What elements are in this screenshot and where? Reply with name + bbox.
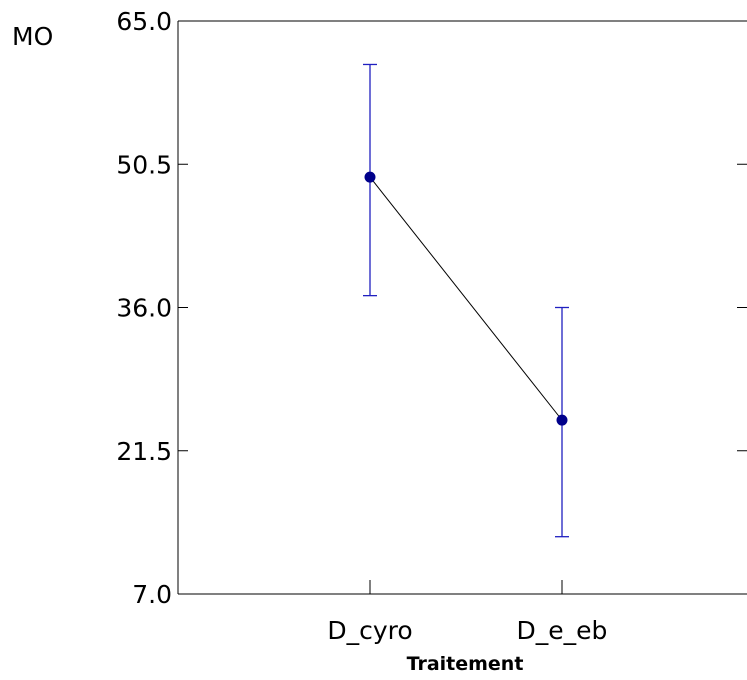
data-point bbox=[556, 414, 568, 426]
x-tick-label: D_cyro bbox=[327, 616, 412, 645]
x-axis-label: Traitement bbox=[407, 653, 524, 675]
y-tick-label: 65.0 bbox=[116, 7, 172, 36]
y-tick-label: 21.5 bbox=[116, 437, 172, 466]
data-point bbox=[364, 171, 376, 183]
x-tick-label: D_e_eb bbox=[517, 616, 608, 645]
y-axis-label: MO bbox=[12, 22, 53, 51]
y-tick-label: 7.0 bbox=[132, 580, 172, 609]
series-line bbox=[369, 176, 563, 421]
y-tick-label: 36.0 bbox=[116, 294, 172, 323]
y-tick-label: 50.5 bbox=[116, 150, 172, 179]
